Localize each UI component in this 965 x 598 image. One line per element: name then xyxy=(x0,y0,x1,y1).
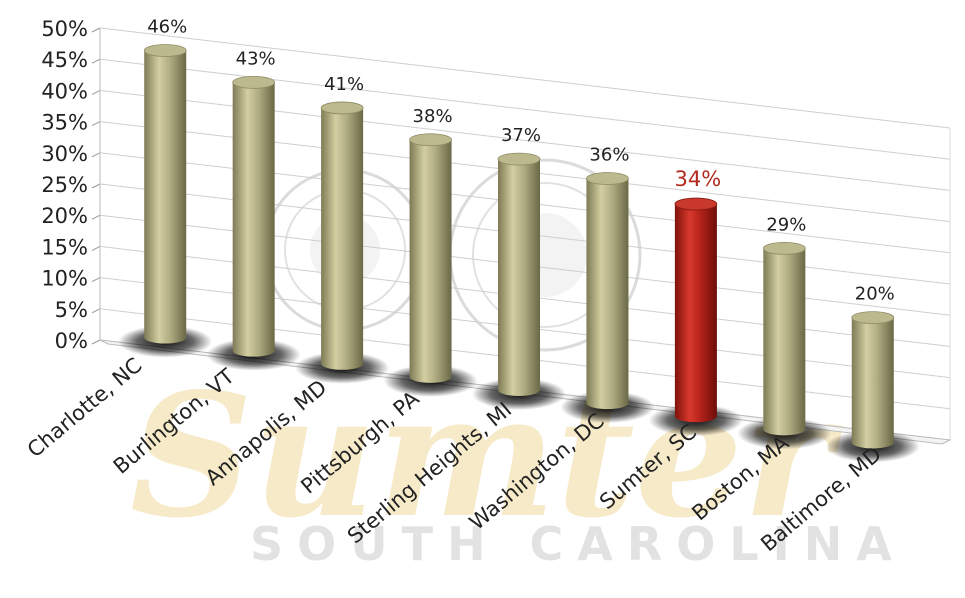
bar xyxy=(498,159,540,396)
y-tick-mark xyxy=(91,245,101,251)
y-tick-label: 45% xyxy=(41,48,88,72)
y-tick-label: 50% xyxy=(41,17,88,41)
data-label: 29% xyxy=(766,214,806,235)
bar-top xyxy=(143,44,187,57)
y-tick-mark xyxy=(91,183,101,189)
bar-top xyxy=(409,133,452,147)
bar xyxy=(851,317,894,449)
y-tick-label: 40% xyxy=(41,79,88,103)
y-tick-label: 25% xyxy=(41,173,88,197)
data-label: 20% xyxy=(855,284,895,305)
watermark-subtitle: SOUTH CAROLINA xyxy=(250,517,906,571)
bar xyxy=(409,139,452,383)
data-label: 36% xyxy=(589,144,629,165)
y-tick-mark xyxy=(91,277,101,283)
bar-top xyxy=(232,75,276,89)
bar xyxy=(321,107,364,370)
bar xyxy=(586,178,629,410)
bar xyxy=(232,82,275,357)
bar-top xyxy=(674,197,718,211)
y-tick-label: 0% xyxy=(55,329,88,353)
y-tick-label: 5% xyxy=(55,298,88,322)
y-tick-mark xyxy=(91,308,101,314)
y-tick-label: 35% xyxy=(41,111,88,135)
y-tick-label: 30% xyxy=(41,142,88,166)
bar-top xyxy=(320,101,364,115)
y-tick-mark xyxy=(91,58,101,64)
data-label: 46% xyxy=(147,17,187,38)
y-tick-mark xyxy=(91,121,101,127)
bar xyxy=(763,248,806,436)
chart-bars xyxy=(118,44,920,463)
y-tick-mark xyxy=(91,339,101,345)
y-tick-mark xyxy=(91,27,101,33)
data-label: 43% xyxy=(236,48,276,69)
gridline xyxy=(99,27,951,129)
gridline xyxy=(99,58,951,160)
y-tick-mark xyxy=(91,89,101,95)
y-tick-mark xyxy=(91,152,101,158)
y-tick-label: 10% xyxy=(41,267,88,291)
bar-highlight xyxy=(674,204,717,423)
bar xyxy=(144,50,187,344)
y-tick-label: 20% xyxy=(41,204,88,228)
y-tick-label: 15% xyxy=(41,235,88,259)
bar-top xyxy=(851,311,895,325)
bar-top xyxy=(497,152,541,166)
bar-top xyxy=(586,172,629,185)
data-label: 34% xyxy=(675,167,722,191)
y-tick-mark xyxy=(91,214,101,220)
data-label: 37% xyxy=(501,125,541,146)
bar-top xyxy=(762,241,806,255)
data-label: 38% xyxy=(413,106,453,127)
data-label: 41% xyxy=(324,74,364,95)
